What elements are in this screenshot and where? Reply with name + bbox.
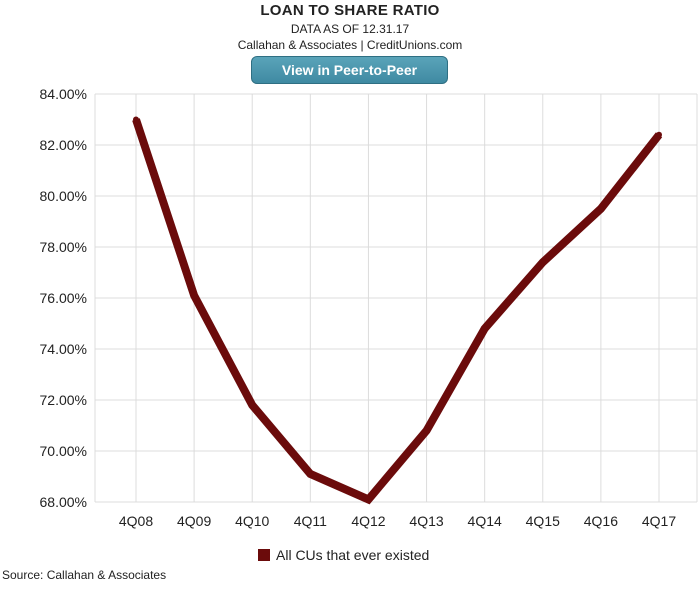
series-layer bbox=[132, 116, 663, 505]
data-point bbox=[597, 205, 604, 212]
data-point bbox=[423, 427, 430, 434]
y-tick-label: 80.00% bbox=[40, 188, 87, 204]
x-tick-label: 4Q08 bbox=[119, 513, 153, 529]
chart-subtitle: DATA AS OF 12.31.17 bbox=[290, 22, 410, 36]
data-point bbox=[656, 131, 662, 138]
x-tick-label: 4Q17 bbox=[642, 513, 676, 529]
y-tick-label: 76.00% bbox=[40, 290, 87, 306]
x-tick-label: 4Q13 bbox=[409, 513, 443, 529]
y-tick-label: 84.00% bbox=[40, 86, 87, 102]
line-chart: 84.00% 82.00% 80.00% 78.00% 76.00% 74.00% 72.0… bbox=[40, 86, 698, 529]
view-in-peer-to-peer-button[interactable]: View in Peer-to-Peer bbox=[251, 56, 448, 84]
data-point bbox=[191, 292, 198, 299]
y-tick-label: 74.00% bbox=[40, 341, 87, 357]
legend-swatch bbox=[258, 549, 270, 561]
data-point bbox=[365, 496, 372, 503]
grid-lines bbox=[94, 93, 698, 503]
data-point bbox=[481, 325, 488, 332]
y-tick-label: 82.00% bbox=[40, 137, 87, 153]
source-note: Source: Callahan & Associates bbox=[2, 568, 167, 582]
chart-byline: Callahan & Associates | CreditUnions.com bbox=[237, 38, 463, 52]
y-tick-label: 68.00% bbox=[40, 494, 87, 510]
series-line bbox=[132, 118, 663, 505]
x-tick-label: 4Q10 bbox=[235, 513, 269, 529]
data-point bbox=[133, 116, 139, 123]
y-tick-label: 72.00% bbox=[40, 392, 87, 408]
x-tick-label: 4Q11 bbox=[294, 513, 327, 529]
x-tick-label: 4Q16 bbox=[584, 513, 618, 529]
x-tick-label: 4Q14 bbox=[468, 513, 502, 529]
legend[interactable]: All CUs that ever existed bbox=[258, 547, 429, 563]
x-axis-ticks: 4Q08 4Q09 4Q10 4Q11 4Q12 4Q13 4Q14 4Q15 4Q16 4Q17 bbox=[119, 513, 676, 529]
y-tick-label: 78.00% bbox=[40, 239, 87, 255]
legend-label: All CUs that ever existed bbox=[276, 547, 430, 563]
data-point bbox=[307, 470, 314, 477]
data-point bbox=[539, 259, 546, 266]
x-tick-label: 4Q09 bbox=[177, 513, 211, 529]
x-tick-label: 4Q12 bbox=[351, 513, 385, 529]
chart-title: LOAN TO SHARE RATIO bbox=[260, 2, 440, 19]
y-tick-label: 70.00% bbox=[40, 443, 87, 459]
data-point bbox=[249, 402, 256, 409]
x-tick-label: 4Q15 bbox=[526, 513, 560, 529]
y-axis-ticks: 84.00% 82.00% 80.00% 78.00% 76.00% 74.00% 72.0… bbox=[40, 86, 87, 510]
